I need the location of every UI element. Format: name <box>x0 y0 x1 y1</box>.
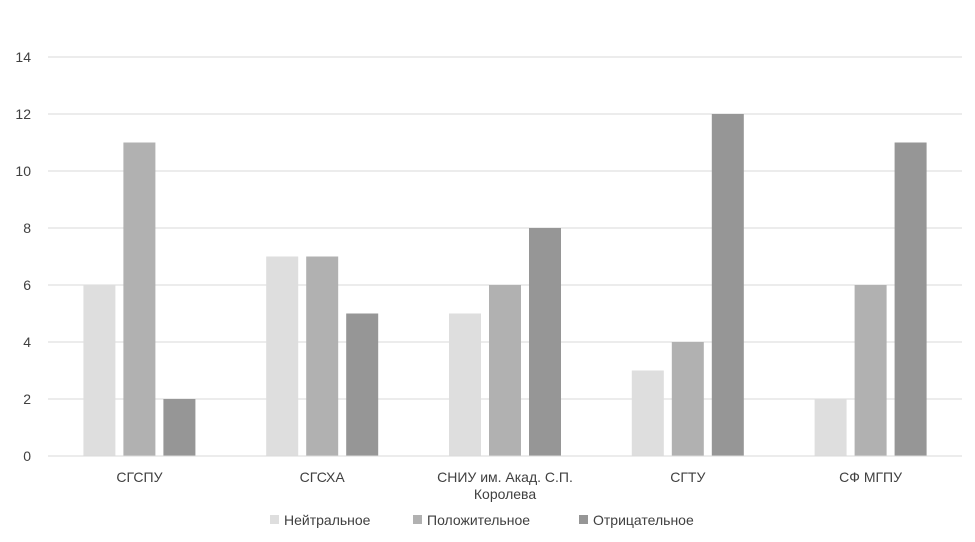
bar-3-1 <box>163 399 196 456</box>
y-axis-ticks: 0 2 4 6 8 10 12 14 <box>15 49 31 464</box>
legend-swatch <box>270 515 279 524</box>
bar-2-3 <box>489 285 521 456</box>
x-category-label: СГСПУ <box>116 469 162 485</box>
bar-2-4 <box>671 342 704 456</box>
bar-1-5 <box>814 399 847 456</box>
x-category-label: СГСХА <box>300 469 346 485</box>
y-tick-label: 10 <box>15 163 31 179</box>
y-tick-label: 8 <box>23 220 31 236</box>
bar-1-3 <box>449 313 481 456</box>
legend-label: Отрицательное <box>593 512 694 528</box>
bar-3-2 <box>346 313 379 456</box>
y-tick-label: 0 <box>23 448 31 464</box>
x-axis-categories: СГСПУ СГСХА СНИУ им. Акад. С.П.Королева СГТ… <box>116 469 902 502</box>
bar-1-4 <box>631 370 664 456</box>
y-tick-label: 4 <box>23 334 31 350</box>
legend-label: Нейтральное <box>284 512 371 528</box>
legend-label: Положительное <box>427 512 530 528</box>
x-category-label: СНИУ им. Акад. С.П. <box>437 469 573 485</box>
bar-3-5 <box>894 142 927 456</box>
x-category-label: СГТУ <box>670 469 705 485</box>
x-category-label: Королева <box>474 486 536 502</box>
y-tick-label: 14 <box>15 49 31 65</box>
bar-2-5 <box>854 285 887 456</box>
bar-2-2 <box>306 256 339 456</box>
y-tick-label: 2 <box>23 391 31 407</box>
legend-swatch <box>579 515 588 524</box>
x-category-label: СФ МГПУ <box>839 469 902 485</box>
bar-1-2 <box>266 256 299 456</box>
bar-1-1 <box>83 285 116 456</box>
legend-swatch <box>413 515 422 524</box>
y-tick-label: 12 <box>15 106 31 122</box>
bar-3-4 <box>711 114 744 456</box>
bars <box>83 114 927 456</box>
bar-2-1 <box>123 142 156 456</box>
legend: Нейтральное Положительное Отрицательное <box>270 512 694 528</box>
bar-3-3 <box>529 228 561 456</box>
y-tick-label: 6 <box>23 277 31 293</box>
